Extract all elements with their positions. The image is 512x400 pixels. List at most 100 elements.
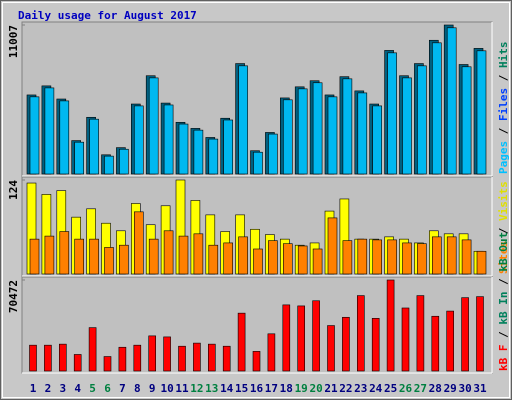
bar <box>327 96 338 175</box>
legend-entry: Sites <box>497 241 510 274</box>
bar <box>431 315 440 372</box>
x-tick-label: 11 <box>175 382 189 395</box>
x-tick-label: 4 <box>74 382 81 395</box>
legend: Pages / Files / Hits <box>497 42 510 175</box>
bar <box>372 105 383 175</box>
bar <box>104 247 114 275</box>
bar <box>134 105 144 175</box>
bar <box>29 238 40 275</box>
bar <box>356 295 365 372</box>
bar <box>133 344 142 372</box>
legend-separator: / <box>497 121 510 141</box>
bar <box>118 346 127 372</box>
bar <box>386 279 395 372</box>
bar <box>178 123 189 175</box>
bar <box>237 312 246 372</box>
chart-title: Daily usage for August 2017 <box>18 9 197 22</box>
bar <box>327 217 338 275</box>
bar <box>29 96 40 175</box>
x-tick-label: 30 <box>458 382 471 395</box>
bar <box>297 305 306 372</box>
legend-separator: / <box>497 325 510 345</box>
bar <box>44 87 55 175</box>
bar <box>44 235 55 275</box>
bar <box>431 236 442 275</box>
x-tick-label: 28 <box>429 382 442 395</box>
bar <box>416 295 425 372</box>
panel <box>21 21 493 177</box>
legend-entry: kB F <box>497 345 510 372</box>
x-tick-label: 24 <box>369 382 383 395</box>
x-tick-label: 21 <box>324 382 338 395</box>
y-tick-label: 124 <box>7 180 20 200</box>
x-tick-label: 9 <box>149 382 156 395</box>
x-tick-label: 26 <box>399 382 413 395</box>
bar <box>267 333 276 372</box>
bar <box>461 297 469 372</box>
bar <box>58 343 67 372</box>
legend: kB F / kB In / kB Out <box>497 232 510 371</box>
bar <box>312 248 323 275</box>
x-tick-label: 17 <box>265 382 278 395</box>
legend-entry: Hits <box>497 42 510 69</box>
legend: Sites / Visits <box>497 181 510 274</box>
bar <box>148 238 159 275</box>
bar <box>238 65 248 175</box>
x-tick-label: 20 <box>309 382 322 395</box>
bar <box>193 233 204 275</box>
bar <box>417 243 427 275</box>
bar <box>476 50 487 175</box>
bar <box>208 138 219 175</box>
bar <box>89 238 99 275</box>
bar <box>342 240 353 275</box>
legend-entry: kB In <box>497 292 510 325</box>
bar <box>74 141 84 175</box>
bar <box>342 316 350 372</box>
legend-entry: Visits <box>497 181 510 221</box>
x-tick-label: 14 <box>220 382 234 395</box>
bar <box>476 296 484 372</box>
x-tick-label: 12 <box>190 382 203 395</box>
bar <box>119 148 129 175</box>
x-tick-label: 22 <box>339 382 352 395</box>
bar <box>357 238 368 275</box>
bar <box>268 240 278 275</box>
bar <box>59 100 70 175</box>
x-tick-label: 10 <box>160 382 173 395</box>
bar <box>44 344 52 372</box>
bar <box>163 104 174 175</box>
legend-separator: / <box>497 221 510 241</box>
x-tick-label: 16 <box>250 382 264 395</box>
x-tick-label: 5 <box>89 382 96 395</box>
bar <box>193 342 201 372</box>
x-tick-label: 1 <box>30 382 37 395</box>
bar <box>446 310 455 372</box>
bar <box>238 236 248 275</box>
bar <box>282 99 293 175</box>
bar <box>297 88 308 175</box>
bar <box>252 351 261 372</box>
bar <box>208 244 219 275</box>
bar <box>327 325 335 372</box>
bar <box>253 151 263 175</box>
x-tick-label: 23 <box>354 382 367 395</box>
x-tick-label: 2 <box>45 382 52 395</box>
bar <box>461 66 472 175</box>
bar <box>89 118 99 175</box>
bar <box>401 307 410 372</box>
bar <box>163 336 171 372</box>
y-tick-label: 11007 <box>7 25 20 58</box>
x-tick-label: 29 <box>444 382 457 395</box>
legend-entry: kB Out <box>497 232 510 272</box>
bar <box>253 248 263 275</box>
bar <box>402 77 412 175</box>
bar <box>387 52 397 175</box>
legend-separator: / <box>497 68 510 88</box>
bar <box>431 42 442 175</box>
bar <box>446 27 457 175</box>
bar <box>88 327 97 372</box>
bar <box>417 65 427 175</box>
x-tick-label: 31 <box>473 382 487 395</box>
